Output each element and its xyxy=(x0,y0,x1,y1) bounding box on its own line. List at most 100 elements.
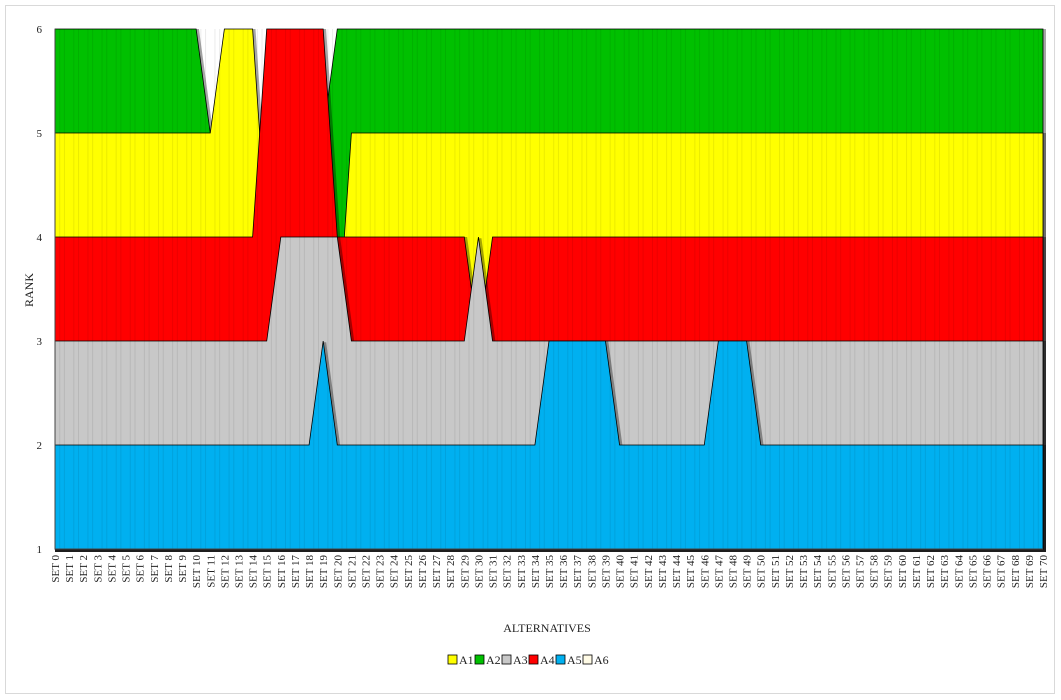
x-tick-label: SET 15 xyxy=(262,555,274,589)
x-tick-label: SET 40 xyxy=(615,555,627,589)
x-tick-label: SET 32 xyxy=(502,555,514,588)
legend-swatch xyxy=(447,654,458,665)
legend-label: A3 xyxy=(513,653,528,667)
x-tick-label: SET 62 xyxy=(925,555,937,588)
x-tick-label: SET 66 xyxy=(982,555,994,589)
legend-label: A5 xyxy=(567,653,582,667)
y-tick-label: 2 xyxy=(37,440,43,452)
legend-item-a6: A6 xyxy=(582,653,609,667)
legend-item-a1: A1 xyxy=(447,653,474,667)
x-tick-label: SET 47 xyxy=(713,555,725,589)
x-tick-label: SET 48 xyxy=(727,555,739,589)
x-tick-label: SET 50 xyxy=(756,555,768,589)
x-tick-label: SET 52 xyxy=(784,555,796,588)
x-axis-title: ALTERNATIVES xyxy=(503,621,591,635)
x-tick-label: SET 70 xyxy=(1038,555,1050,589)
x-tick-label: SET 54 xyxy=(812,555,824,589)
x-tick-label: SET 68 xyxy=(1010,555,1022,589)
x-tick-label: SET 39 xyxy=(600,555,612,589)
x-tick-label: SET 67 xyxy=(996,555,1008,589)
x-tick-label: SET 1 xyxy=(64,555,76,583)
x-tick-label: SET 25 xyxy=(403,555,415,589)
legend-item-a3: A3 xyxy=(501,653,528,667)
y-axis-title: RANK xyxy=(22,273,36,307)
legend-label: A1 xyxy=(459,653,474,667)
x-tick-label: SET 59 xyxy=(883,555,895,589)
x-tick-label: SET 37 xyxy=(572,555,584,589)
x-tick-label: SET 57 xyxy=(855,555,867,589)
x-tick-label: SET 24 xyxy=(389,555,401,589)
legend-swatch xyxy=(528,654,539,665)
legend-label: A6 xyxy=(594,653,609,667)
x-tick-label: SET 26 xyxy=(417,555,429,589)
x-tick-label: SET 35 xyxy=(544,555,556,589)
x-tick-label: SET 4 xyxy=(106,555,118,583)
x-tick-label: SET 3 xyxy=(92,555,104,583)
legend-label: A2 xyxy=(486,653,501,667)
x-tick-label: SET 5 xyxy=(121,555,133,583)
x-tick-label: SET 36 xyxy=(558,555,570,589)
x-tick-label: SET 64 xyxy=(953,555,965,589)
y-tick-label: 5 xyxy=(37,128,43,140)
x-tick-label: SET 20 xyxy=(332,555,344,589)
axes xyxy=(54,29,1043,550)
x-tick-label: SET 65 xyxy=(967,555,979,589)
x-tick-label: SET 33 xyxy=(516,555,528,589)
x-tick-label: SET 43 xyxy=(657,555,669,589)
y-tick-label: 4 xyxy=(37,232,43,244)
x-tick-label: SET 7 xyxy=(149,555,161,583)
y-tick-label: 6 xyxy=(37,24,43,36)
x-tick-label: SET 14 xyxy=(248,555,260,589)
legend-swatch xyxy=(555,654,566,665)
x-tick-label: SET 44 xyxy=(671,555,683,589)
x-tick-label: SET 31 xyxy=(488,555,500,588)
x-tick-label: SET 51 xyxy=(770,555,782,588)
x-tick-label: SET 56 xyxy=(840,555,852,589)
x-tick-label: SET 45 xyxy=(685,555,697,589)
y-tick-label: 3 xyxy=(37,336,43,348)
legend-label: A4 xyxy=(540,653,555,667)
series-area-a5 xyxy=(54,340,1044,550)
x-tick-label: SET 30 xyxy=(473,555,485,589)
x-tick-label: SET 23 xyxy=(375,555,387,589)
x-tick-label: SET 28 xyxy=(445,555,457,589)
x-tick-label: SET 60 xyxy=(897,555,909,589)
x-tick-label: SET 21 xyxy=(346,555,358,588)
x-tick-label: SET 12 xyxy=(219,555,231,588)
x-tick-label: SET 55 xyxy=(826,555,838,589)
y-tick-labels: 1 2 3 4 5 6 xyxy=(37,24,43,556)
x-tick-label: SET 17 xyxy=(290,555,302,589)
x-tick-label: SET 8 xyxy=(163,555,175,583)
x-tick-label: SET 46 xyxy=(699,555,711,589)
legend-item-a5: A5 xyxy=(555,653,582,667)
vertical-stripes xyxy=(59,29,1039,549)
y-tick-label: 1 xyxy=(37,544,43,556)
x-tick-label: SET 22 xyxy=(361,555,373,588)
x-tick-label: SET 16 xyxy=(276,555,288,589)
x-tick-label: SET 6 xyxy=(135,555,147,583)
x-tick-label: SET 69 xyxy=(1024,555,1036,589)
x-tick-label: SET 34 xyxy=(530,555,542,589)
x-tick-label: SET 29 xyxy=(459,555,471,589)
x-tick-label: SET 0 xyxy=(50,555,62,583)
x-tick-label: SET 38 xyxy=(586,555,598,589)
x-tick-label: SET 42 xyxy=(643,555,655,588)
legend-item-a2: A2 xyxy=(474,653,501,667)
x-tick-label: SET 19 xyxy=(318,555,330,589)
legend: A1 A2 A3 A4 A5 A6 xyxy=(447,653,609,667)
legend-swatch xyxy=(474,654,485,665)
x-tick-label: SET 9 xyxy=(177,555,189,583)
x-tick-label: SET 11 xyxy=(205,555,217,588)
legend-item-a4: A4 xyxy=(528,653,555,667)
x-tick-label: SET 10 xyxy=(191,555,203,589)
x-tick-label: SET 61 xyxy=(911,555,923,588)
x-tick-label: SET 27 xyxy=(431,555,443,589)
x-tick-label: SET 2 xyxy=(78,555,90,583)
x-tick-label: SET 13 xyxy=(233,555,245,589)
legend-swatch xyxy=(501,654,512,665)
legend-swatch xyxy=(582,654,593,665)
x-tick-label: SET 63 xyxy=(939,555,951,589)
x-tick-label: SET 58 xyxy=(869,555,881,589)
x-tick-label: SET 53 xyxy=(798,555,810,589)
